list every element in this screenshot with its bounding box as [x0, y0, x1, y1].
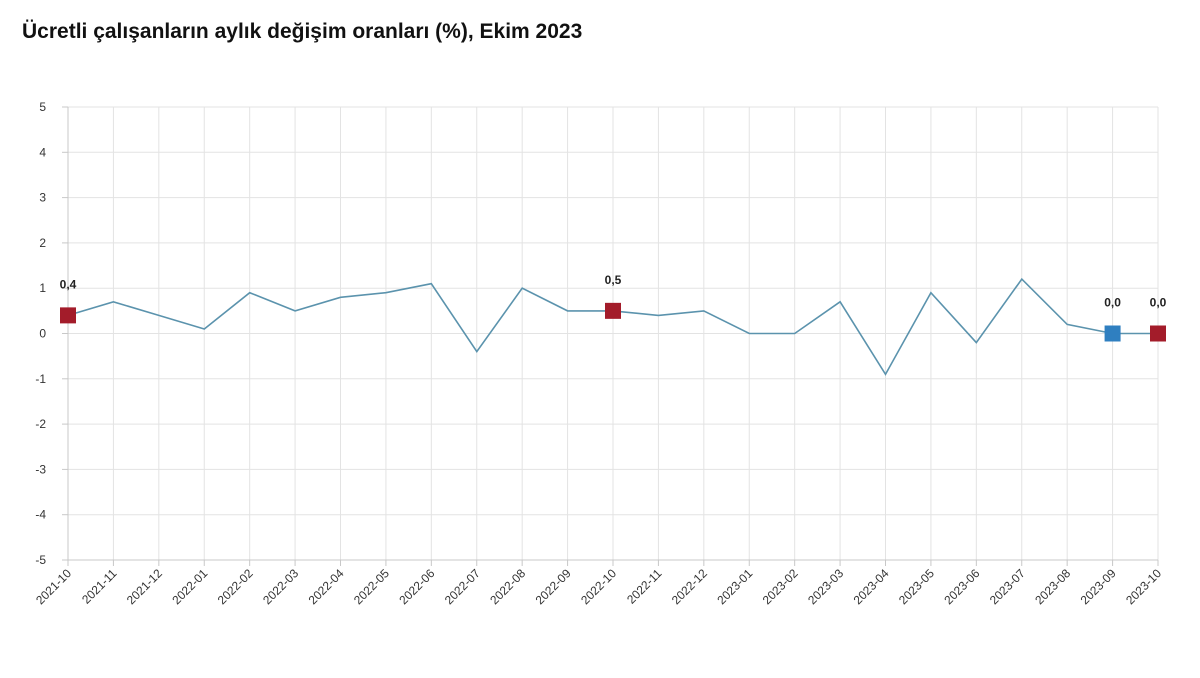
y-tick-label: -2	[35, 417, 46, 431]
x-tick-label: 2023-10	[1123, 566, 1164, 607]
x-tick-label: 2023-06	[941, 566, 982, 607]
x-tick-label: 2021-12	[124, 566, 165, 607]
y-tick-label: -3	[35, 462, 46, 476]
x-tick-label: 2023-02	[760, 566, 801, 607]
data-labels: 0,4 0,5 0,0 0,0	[60, 273, 1167, 310]
data-point-marker	[1104, 325, 1121, 342]
data-point-marker	[605, 302, 621, 319]
data-label: 0,0	[1150, 296, 1167, 310]
data-label: 0,4	[60, 277, 77, 291]
data-label: 0,5	[605, 273, 622, 287]
chart-title: Ücretli çalışanların aylık değişim oranl…	[22, 20, 583, 43]
x-tick-label: 2022-09	[533, 566, 574, 607]
x-tick-label: 2022-02	[215, 566, 256, 607]
y-tick-label: -4	[35, 508, 46, 522]
y-tick-label: 4	[39, 145, 46, 159]
x-tick-label: 2023-05	[896, 566, 937, 607]
y-tick-label: 2	[39, 236, 46, 250]
y-tick-label: 1	[39, 281, 46, 295]
y-tick-label: -5	[35, 553, 46, 567]
x-tick-label: 2023-09	[1078, 566, 1119, 607]
x-tick-label: 2022-05	[351, 566, 392, 607]
x-tick-label: 2023-03	[805, 566, 846, 607]
x-tick-label: 2022-03	[260, 566, 301, 607]
x-tick-label: 2021-11	[79, 566, 120, 607]
x-tick-label: 2022-04	[306, 566, 347, 607]
x-tick-label: 2022-06	[396, 566, 437, 607]
y-axis-tick-labels: 5 4 3 2 1 0 -1 -2 -3 -4 -5	[35, 100, 46, 567]
x-tick-label: 2023-07	[987, 566, 1028, 607]
x-tick-label: 2022-08	[487, 566, 528, 607]
x-tick-label: 2023-04	[851, 566, 892, 607]
y-tick-label: 3	[39, 191, 46, 205]
x-tick-label: 2022-07	[442, 566, 483, 607]
y-tick-label: 0	[39, 327, 46, 341]
data-point-marker	[1150, 325, 1166, 342]
x-tick-label: 2021-10	[33, 566, 74, 607]
x-tick-label: 2022-11	[624, 566, 665, 607]
x-tick-label: 2023-01	[714, 566, 755, 607]
x-axis-tick-labels: 2021-10 2021-11 2021-12 2022-01 2022-02 2022-…	[33, 566, 1164, 607]
grid	[67, 106, 1159, 561]
x-tick-label: 2023-08	[1032, 566, 1073, 607]
highlighted-markers	[60, 302, 1166, 342]
y-tick-label: 5	[39, 100, 46, 114]
data-point-marker	[60, 307, 76, 324]
data-label: 0,0	[1104, 296, 1121, 310]
x-tick-label: 2022-12	[669, 566, 710, 607]
x-tick-label: 2022-01	[169, 566, 210, 607]
y-tick-label: -1	[35, 372, 46, 386]
axes	[62, 106, 1159, 566]
x-tick-label: 2022-10	[578, 566, 619, 607]
